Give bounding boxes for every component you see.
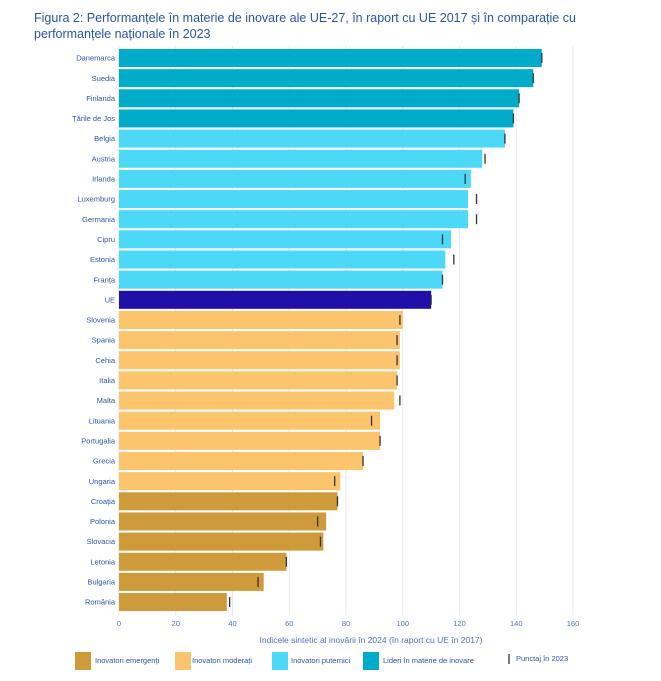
category-label: Slovenia (86, 316, 116, 325)
x-axis-ticks: 0 20 40 60 80 100 120 140 160 (117, 619, 579, 628)
bar (119, 290, 432, 309)
x-tick-label: 20 (172, 619, 180, 628)
category-label: Ungaria (89, 477, 116, 486)
x-tick-label: 120 (453, 619, 466, 628)
category-label: Estonia (90, 255, 116, 264)
x-tick-label: 60 (285, 619, 293, 628)
category-label: UE (105, 295, 115, 304)
bar (119, 230, 451, 249)
bar (119, 169, 471, 188)
bar (119, 391, 395, 410)
markers-2023 (229, 53, 543, 608)
legend-swatch (363, 652, 379, 670)
category-label: Slovacia (87, 537, 116, 546)
legend-swatch (175, 652, 191, 670)
legend-swatch (272, 652, 288, 670)
category-label: Austria (92, 154, 116, 163)
bar (119, 210, 469, 229)
bar (119, 472, 341, 491)
legend-label: Inovatori moderați (192, 656, 252, 665)
bar (119, 190, 469, 209)
bars (119, 49, 542, 612)
category-label: Italia (99, 376, 116, 385)
category-label: România (85, 598, 116, 607)
bar (119, 572, 264, 591)
category-label: Polonia (90, 517, 116, 526)
bar (119, 431, 381, 450)
bar (119, 512, 327, 531)
legend-label: Punctaj în 2023 (516, 654, 568, 663)
x-tick-label: 160 (567, 619, 580, 628)
bar (119, 109, 514, 128)
bar (119, 411, 381, 430)
category-label: Danemarca (76, 54, 116, 63)
category-label: Malta (97, 396, 116, 405)
category-labels: Danemarca Suedia Finlanda Țările de Jos Belg… (72, 54, 116, 607)
chart-title: Figura 2: Performanțele în materie de in… (34, 11, 576, 41)
category-label: Suedia (92, 74, 116, 83)
category-label: Luxemburg (77, 195, 115, 204)
category-label: Letonia (90, 557, 115, 566)
category-label: Irlanda (92, 175, 116, 184)
category-label: Cipru (97, 235, 115, 244)
bar (119, 129, 505, 148)
category-label: Croația (91, 497, 116, 506)
bar (119, 452, 364, 470)
bar (119, 69, 534, 88)
category-label: Finlanda (86, 94, 116, 103)
x-tick-label: 100 (396, 619, 409, 628)
legend-swatch (75, 652, 91, 670)
category-label: Germania (82, 215, 116, 224)
bar (119, 250, 446, 269)
x-tick-label: 0 (117, 619, 121, 628)
category-label: Belgia (94, 134, 116, 143)
x-axis-title: Indicele sintetic al inovării în 2024 (î… (259, 635, 482, 645)
bar (119, 310, 403, 329)
category-label: Bulgaria (87, 578, 115, 587)
x-tick-label: 140 (510, 619, 523, 628)
bar (119, 331, 400, 350)
bar (119, 89, 520, 108)
bar (119, 371, 398, 390)
bar (119, 49, 542, 67)
x-tick-label: 40 (228, 619, 236, 628)
bar (119, 532, 324, 551)
legend-label: Inovatori puternici (291, 656, 351, 665)
category-label: Cehia (95, 356, 115, 365)
bar (119, 351, 400, 370)
legend: Inovatori emergenți Inovatori moderați Ino… (75, 652, 568, 670)
category-label: Portugalia (81, 436, 116, 445)
bar (119, 270, 443, 289)
bar (119, 593, 227, 612)
category-label: Franța (93, 275, 116, 284)
legend-label: Inovatori emergenți (95, 656, 160, 665)
category-label: Spania (92, 336, 116, 345)
legend-label: Lideri în materie de inovare (383, 656, 474, 665)
category-label: Lituania (89, 416, 116, 425)
bar (119, 492, 338, 511)
category-label: Grecia (93, 457, 116, 466)
bar (119, 149, 483, 168)
category-label: Țările de Jos (72, 114, 115, 123)
x-tick-label: 80 (342, 619, 350, 628)
bar (119, 552, 287, 571)
